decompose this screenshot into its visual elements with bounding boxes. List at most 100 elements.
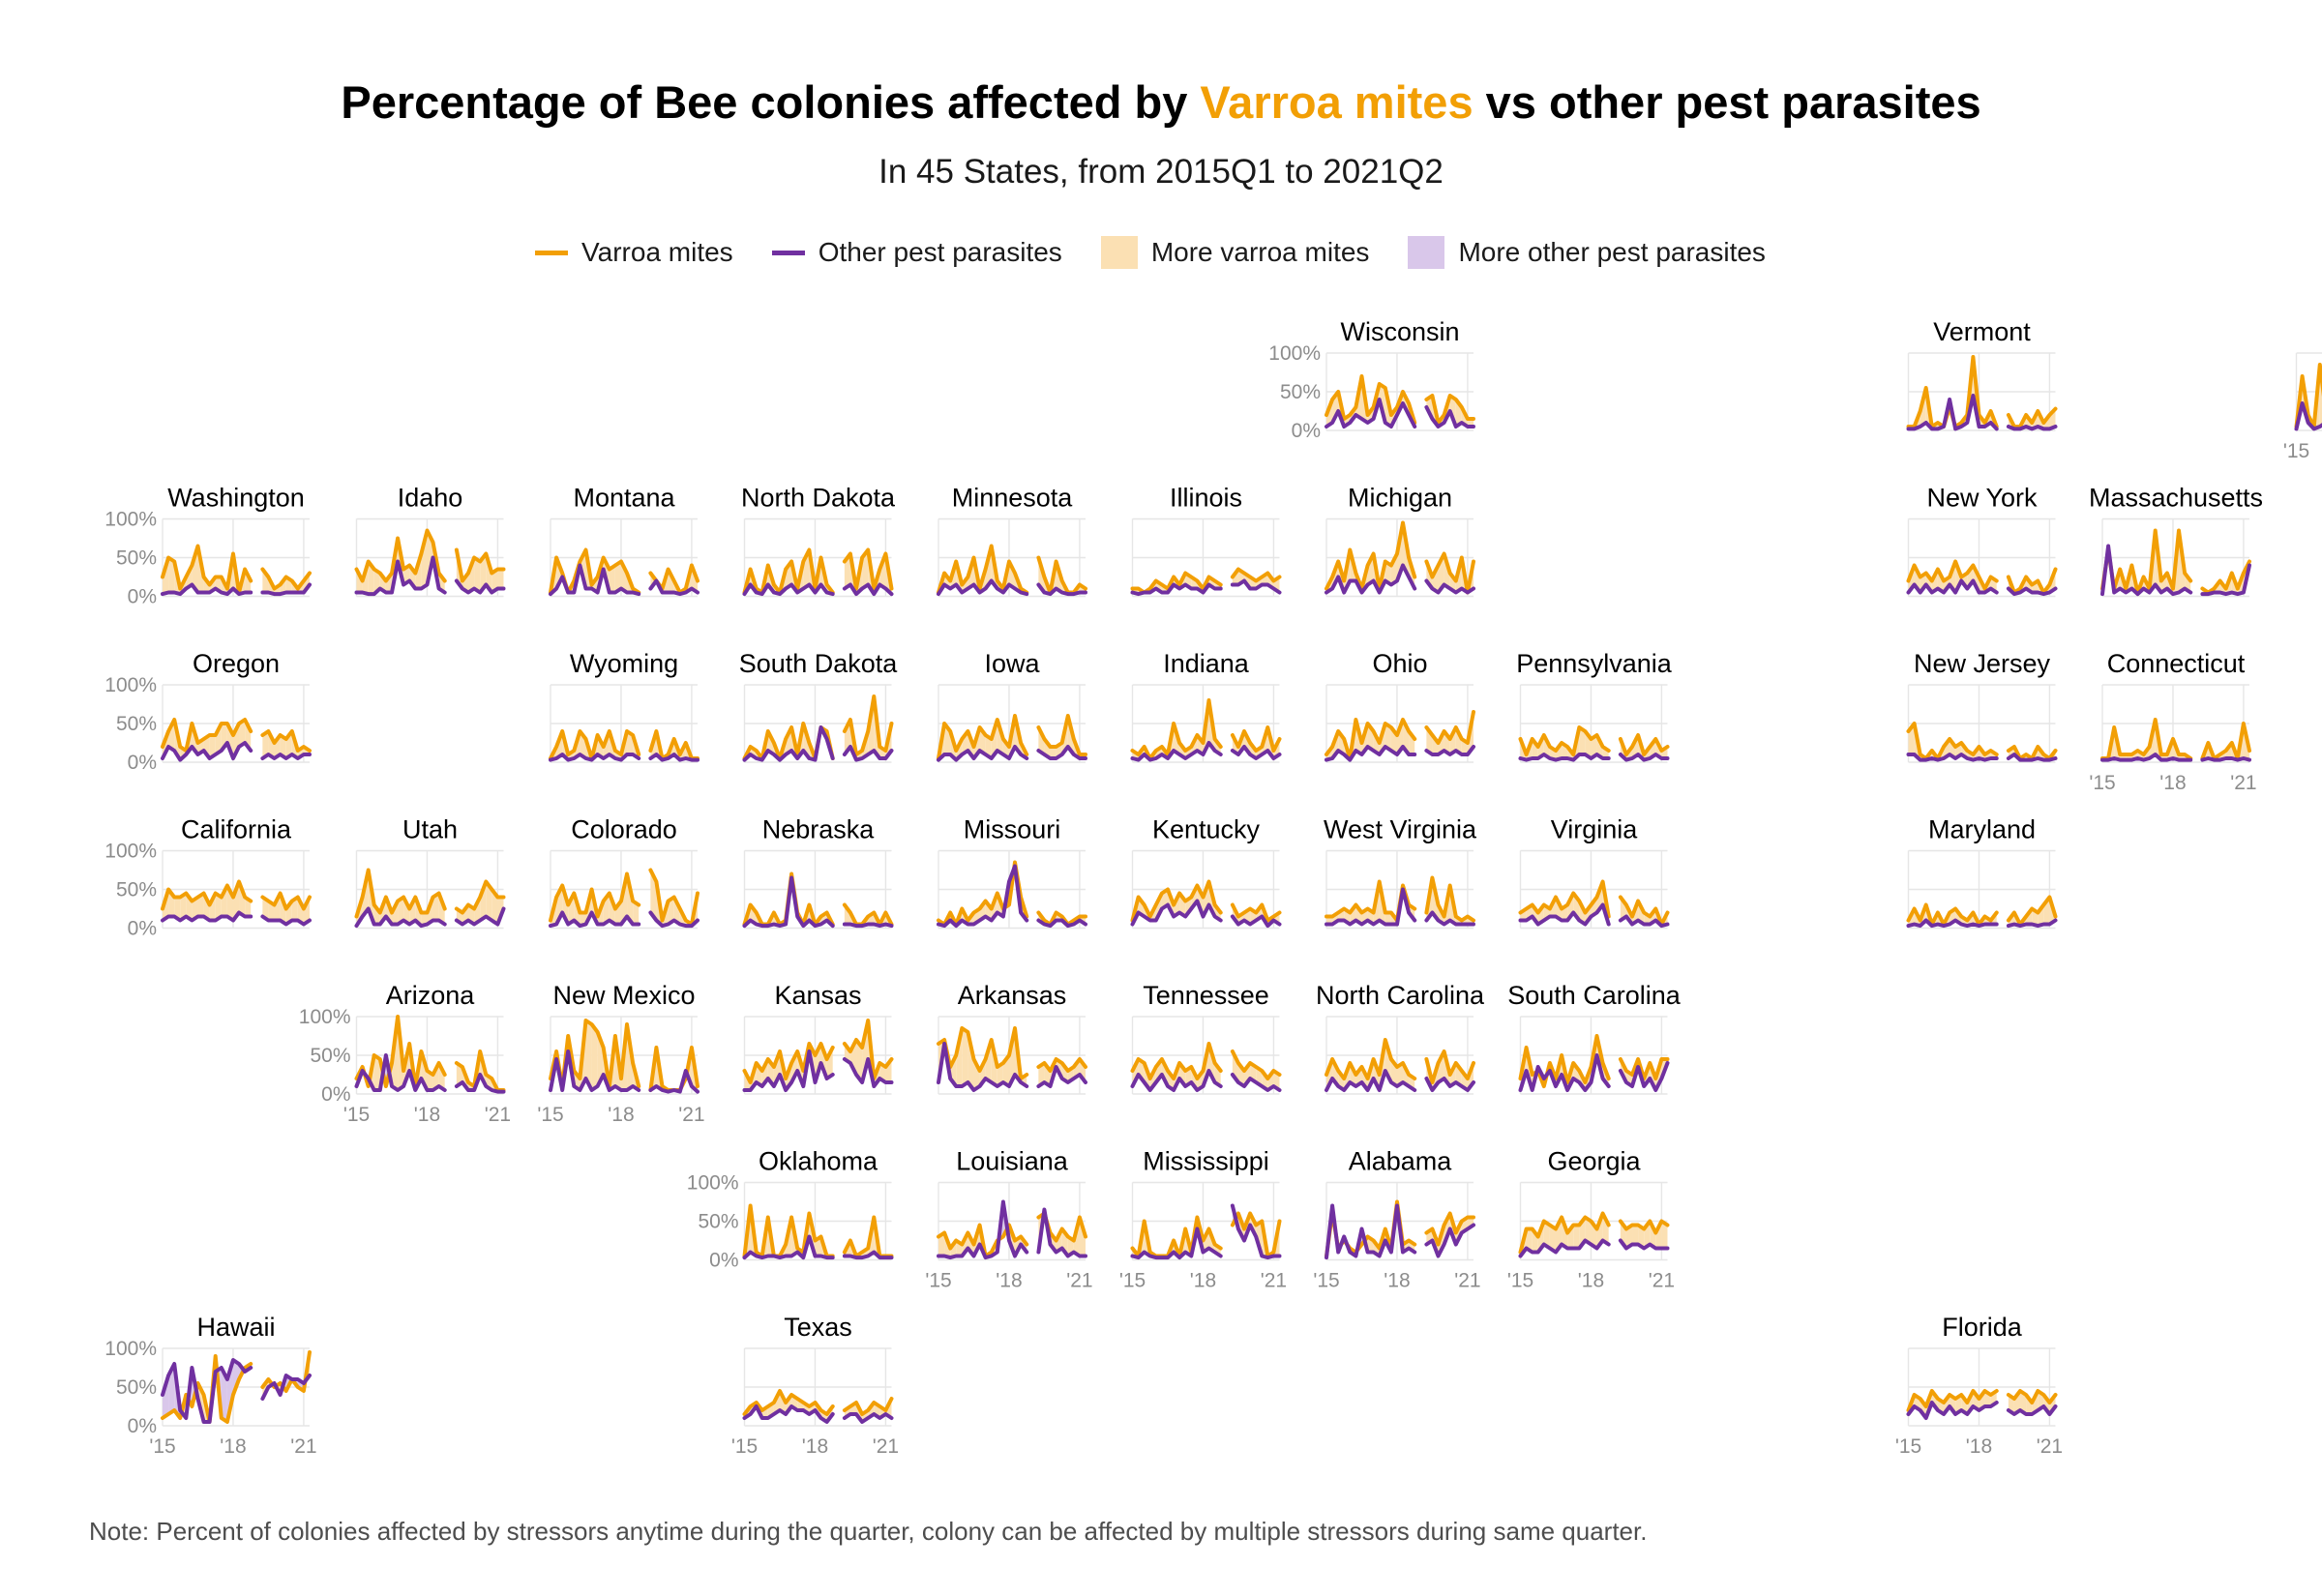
varroa-line <box>1325 718 1417 760</box>
difference-ribbon <box>209 735 216 758</box>
panel-vermont: Vermont <box>1906 317 2058 431</box>
x-tick-label: '15 <box>2283 440 2309 462</box>
other-parasites-line <box>549 753 641 762</box>
other-parasites-line <box>1618 1238 1670 1251</box>
y-tick-label: 50% <box>116 713 157 735</box>
legend-swatch-varroa <box>535 250 569 255</box>
varroa-line <box>454 879 506 915</box>
panel-title: Louisiana <box>956 1147 1069 1176</box>
difference-ribbon <box>1573 1225 1580 1249</box>
varroa-line <box>937 714 1029 760</box>
other-parasites-line <box>260 914 312 927</box>
panel-title: Idaho <box>398 484 463 513</box>
legend-item-more-other: More other pest parasites <box>1408 236 1766 269</box>
other-parasites-line <box>1325 887 1417 927</box>
difference-ribbon <box>609 565 615 593</box>
legend-label-more-varroa: More varroa mites <box>1150 237 1370 267</box>
x-tick-label: '21 <box>678 1104 704 1126</box>
difference-ribbon <box>591 1024 598 1090</box>
other-parasites-line <box>937 1199 1029 1260</box>
panel-indiana: Indiana <box>1130 649 1282 763</box>
x-tick-label: '21 <box>1454 1270 1480 1292</box>
x-tick-label: '15 <box>1895 1435 1921 1458</box>
panel-title: Nebraska <box>762 815 876 844</box>
varroa-line <box>1036 555 1087 595</box>
difference-ribbon <box>568 893 575 925</box>
difference-ribbon <box>409 565 416 589</box>
difference-ribbon <box>620 561 628 593</box>
other-parasites-line <box>2006 586 2058 597</box>
panel-title: Illinois <box>1170 484 1242 513</box>
x-tick-label: '15 <box>1313 1270 1339 1292</box>
legend-label-other: Other pest parasites <box>818 237 1062 267</box>
varroa-line <box>1036 910 1087 927</box>
panel-title: West Virginia <box>1324 815 1477 844</box>
difference-ribbon <box>1038 1063 1045 1086</box>
difference-ribbon <box>1050 747 1057 758</box>
x-tick-label: '21 <box>2230 772 2256 794</box>
y-tick-label: 100% <box>687 1172 739 1195</box>
panel-title: New York <box>1926 484 2038 513</box>
varroa-line <box>1518 879 1611 919</box>
difference-ribbon <box>791 1051 798 1082</box>
panel-title: South Carolina <box>1507 981 1682 1010</box>
varroa-line <box>454 1049 506 1092</box>
panel-michigan: Michigan <box>1325 484 1475 598</box>
varroa-line <box>1230 567 1282 583</box>
x-tick-label: '21 <box>1649 1270 1675 1292</box>
difference-ribbon <box>1591 735 1597 758</box>
other-parasites-line <box>2294 401 2322 431</box>
panel-missouri: Missouri <box>937 815 1087 930</box>
varroa-line <box>549 729 641 760</box>
x-tick-label: '18 <box>1578 1270 1604 1292</box>
difference-ribbon <box>2020 1391 2027 1414</box>
other-parasites-line <box>2006 753 2058 762</box>
difference-ribbon <box>480 553 487 593</box>
y-tick-label: 0% <box>128 1415 157 1437</box>
other-parasites-line <box>161 582 253 597</box>
varroa-line <box>260 729 312 753</box>
x-tick-label: '15 <box>537 1104 563 1126</box>
other-parasites-line <box>1518 902 1611 927</box>
varroa-line <box>1036 714 1087 756</box>
difference-ribbon <box>997 1063 1003 1086</box>
other-parasites-line <box>937 745 1029 762</box>
y-tick-label: 100% <box>1268 342 1321 365</box>
varroa-line <box>161 1354 253 1424</box>
other-parasites-line <box>2100 753 2193 762</box>
varroa-line <box>1906 902 1999 927</box>
panel-maryland: Maryland <box>1906 815 2058 930</box>
difference-ribbon <box>168 557 175 593</box>
difference-ribbon <box>668 897 674 925</box>
panel-new-york: New York <box>1906 484 2058 598</box>
other-parasites-line <box>1325 745 1417 762</box>
varroa-line <box>354 868 447 919</box>
varroa-line <box>1325 1038 1417 1080</box>
panel-title: Indiana <box>1163 649 1250 678</box>
panel-title: Hawaii <box>196 1313 275 1342</box>
difference-ribbon <box>497 569 504 589</box>
difference-ribbon <box>480 881 487 921</box>
panel-california: California 0% 50% 100% <box>104 815 312 940</box>
panel-south-dakota: South Dakota <box>739 649 899 763</box>
x-tick-label: '15 <box>343 1104 370 1126</box>
panel-title: New Jersey <box>1914 649 2051 678</box>
panel-colorado: Colorado <box>549 815 700 930</box>
other-parasites-line <box>1518 1238 1611 1258</box>
difference-ribbon <box>633 901 640 925</box>
panel-title: Oregon <box>193 649 280 678</box>
panel-title: Connecticut <box>2107 649 2246 678</box>
other-parasites-line <box>1130 1069 1223 1092</box>
panel-title: South Dakota <box>739 649 899 678</box>
other-parasites-line <box>842 1057 894 1088</box>
other-parasites-line <box>842 582 894 597</box>
difference-ribbon <box>221 885 227 917</box>
varroa-line <box>1906 722 1999 760</box>
other-parasites-line <box>842 745 894 762</box>
y-tick-label: 0% <box>709 1250 738 1272</box>
other-parasites-line <box>1036 745 1087 760</box>
panel-title: Iowa <box>984 649 1040 678</box>
panel-georgia: Georgia '15 '18 '21 <box>1507 1147 1675 1292</box>
x-tick-label: '15 <box>925 1270 951 1292</box>
